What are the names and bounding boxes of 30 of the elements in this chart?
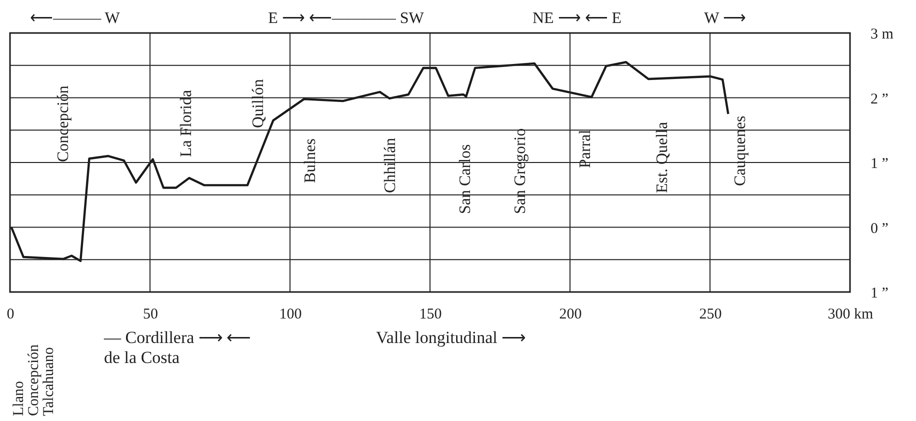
text: ⟵——— W bbox=[30, 10, 121, 27]
text: NE ⟶ ⟵ E bbox=[532, 10, 622, 27]
annotation: La Florida bbox=[178, 90, 195, 157]
text: Talcahuano bbox=[41, 347, 57, 416]
x-tick-label: 250 bbox=[699, 306, 722, 322]
text: W ⟶ bbox=[704, 10, 746, 27]
y-tick-label: 1 ” bbox=[870, 156, 888, 172]
x-tick-label: 300 km bbox=[828, 306, 874, 322]
y-tick-label: 1 ” bbox=[870, 286, 888, 302]
annotation: Bulnes bbox=[302, 138, 319, 183]
annotation: San Gregorio bbox=[512, 128, 529, 214]
x-tick-label: 0 bbox=[6, 306, 14, 322]
text: Valle longitudinal ⟶ bbox=[376, 328, 526, 347]
x-tick-label: 150 bbox=[419, 306, 442, 322]
x-tick-label: 200 bbox=[559, 306, 582, 322]
text: Concepción bbox=[26, 344, 42, 416]
annotation: Concepción bbox=[55, 86, 72, 162]
annotation: Quillón bbox=[250, 79, 267, 128]
annotation: San Carlos bbox=[457, 144, 474, 214]
annotation: Parral bbox=[577, 129, 594, 168]
text: Llano bbox=[11, 381, 27, 416]
y-tick-label: 2 ” bbox=[870, 91, 888, 108]
x-tick-label: 50 bbox=[143, 306, 158, 322]
text: E ⟶ ⟵———— SW bbox=[268, 10, 425, 27]
x-tick-label: 100 bbox=[279, 306, 302, 322]
text: — Cordillera ⟶ ⟵ de la Costa bbox=[103, 328, 251, 367]
y-tick-label: 3 m bbox=[870, 26, 894, 42]
y-tick-label: 0 ” bbox=[870, 220, 888, 237]
annotation: Cauquenes bbox=[732, 116, 749, 186]
annotation: Chhillán bbox=[382, 138, 399, 193]
